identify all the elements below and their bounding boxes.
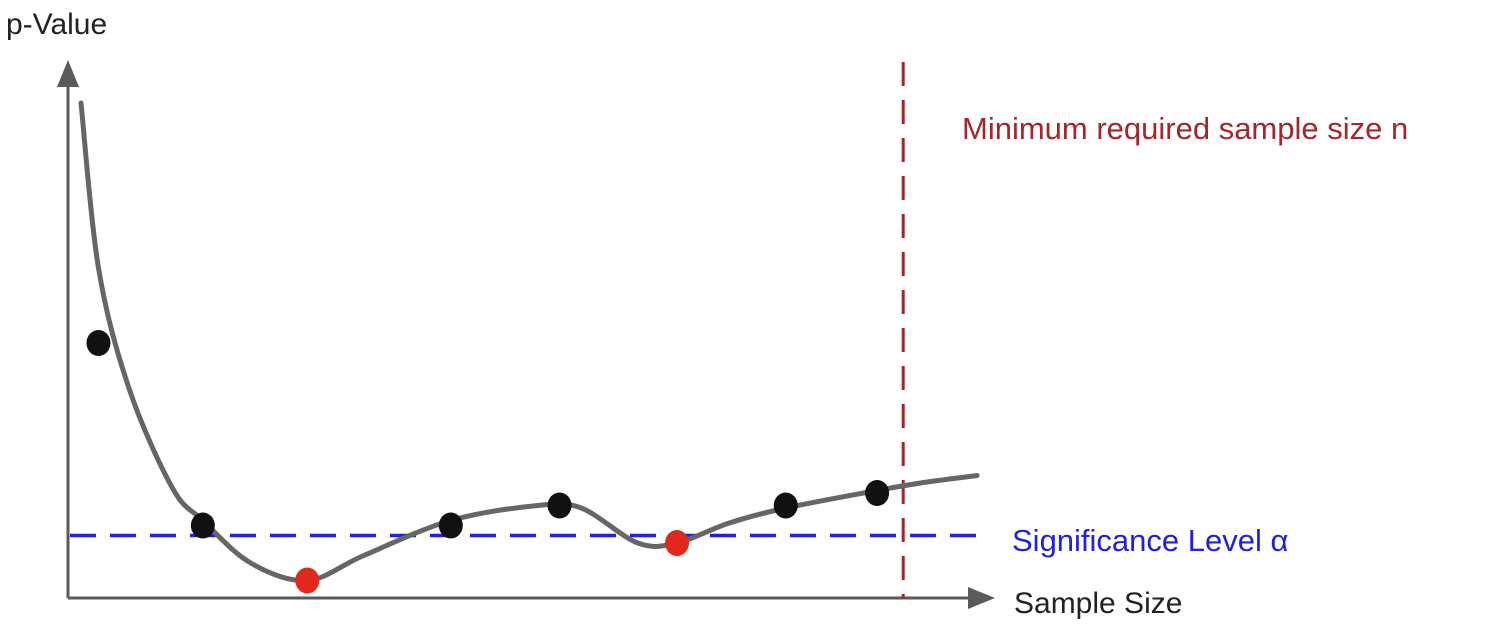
x-axis-label: Sample Size <box>1014 587 1182 620</box>
significance-level-label: Significance Level α <box>1012 523 1288 558</box>
data-point-8 <box>865 480 890 506</box>
data-point-1 <box>86 330 111 356</box>
y-axis-label: p-Value <box>6 8 107 41</box>
y-axis-arrowhead <box>57 60 79 87</box>
data-point-6 <box>665 530 689 556</box>
axes <box>57 60 995 609</box>
data-point-4 <box>438 512 463 539</box>
p-value-curve <box>78 100 980 584</box>
data-point-7 <box>773 492 798 519</box>
data-point-2 <box>190 512 215 539</box>
data-point-5 <box>547 492 572 519</box>
x-axis-arrowhead <box>968 587 995 609</box>
data-point-3 <box>295 567 320 594</box>
data-points <box>86 330 890 594</box>
minimum-sample-size-label: Minimum required sample size n <box>962 111 1408 146</box>
